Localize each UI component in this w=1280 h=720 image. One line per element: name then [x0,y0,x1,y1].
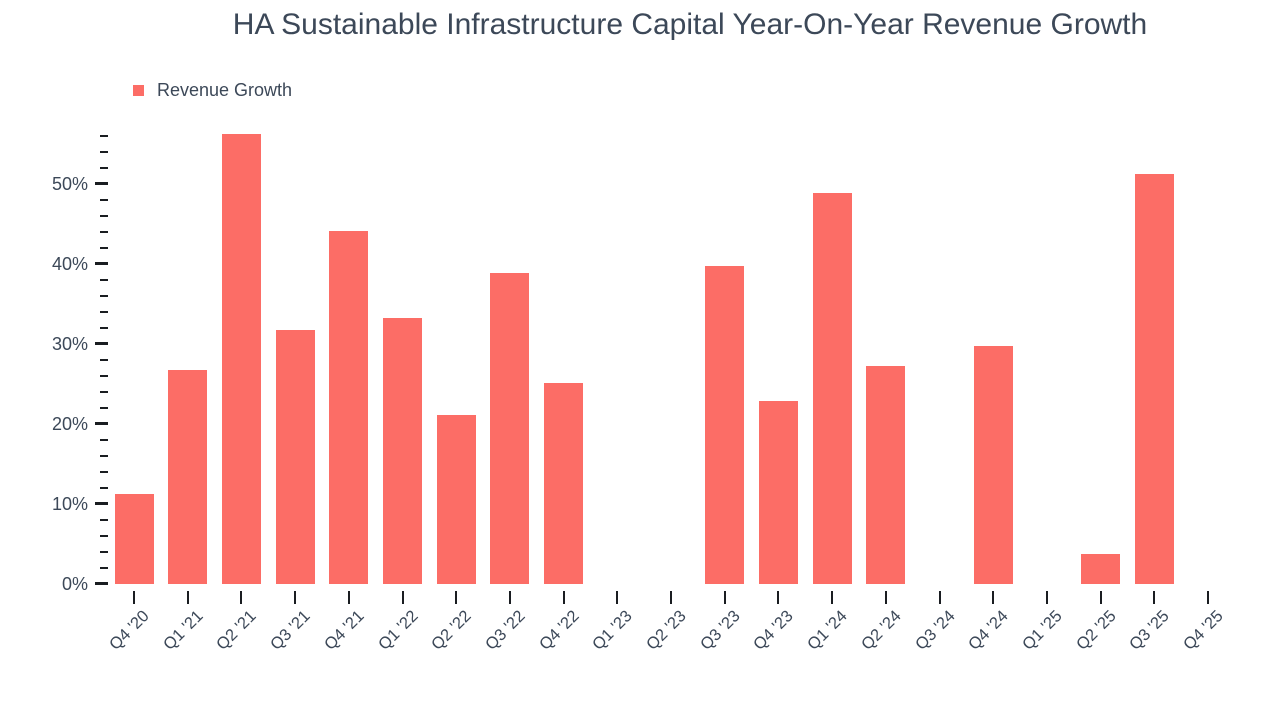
bar-q3-22[interactable] [490,273,529,584]
x-axis-tick [187,591,189,604]
x-axis-label: Q3 '24 [911,607,959,654]
x-axis-tick [294,591,296,604]
y-axis-tick [95,342,108,345]
y-axis-tick [100,391,108,393]
y-axis-tick [95,422,108,425]
y-axis-tick [100,487,108,489]
bar-q1-21[interactable] [168,370,207,584]
y-axis-tick [100,215,108,217]
y-axis-tick [100,519,108,521]
legend-item-revenue-growth[interactable]: Revenue Growth [133,80,292,101]
x-axis-tick [1046,591,1048,604]
y-axis-tick [100,327,108,329]
x-axis-tick [992,591,994,604]
bar-q4-20[interactable] [115,494,154,584]
x-axis-label: Q3 '25 [1125,607,1173,654]
bar-q4-22[interactable] [544,383,583,584]
x-axis-tick [133,591,135,604]
x-axis-label: Q1 '23 [588,607,636,654]
y-axis-label: 40% [51,254,88,274]
x-axis-tick [402,591,404,604]
x-axis-tick [455,591,457,604]
y-axis-label: 30% [51,334,88,354]
x-axis-tick [348,591,350,604]
y-axis-tick [95,582,108,585]
y-axis-tick [100,535,108,537]
x-axis-tick [939,591,941,604]
x-axis-label: Q4 '20 [105,607,153,654]
x-axis-label: Q2 '22 [427,607,475,654]
bar-q1-24[interactable] [813,193,852,584]
x-axis-label: Q3 '21 [266,607,314,654]
y-axis-tick [100,311,108,313]
x-axis-label: Q3 '23 [696,607,744,654]
bar-q2-21[interactable] [222,134,261,584]
x-axis-label: Q4 '21 [320,607,368,654]
y-axis-tick [95,502,108,505]
x-axis-tick [1100,591,1102,604]
y-axis-tick [100,455,108,457]
x-axis-label: Q2 '24 [857,607,905,654]
x-axis-label: Q3 '22 [481,607,529,654]
y-axis-tick [100,279,108,281]
x-axis-tick [831,591,833,604]
x-axis-tick [509,591,511,604]
bar-q4-23[interactable] [759,401,798,584]
x-axis-label: Q4 '25 [1179,607,1227,654]
x-axis-label: Q1 '21 [159,607,207,654]
x-axis-tick [777,591,779,604]
y-axis-tick [100,375,108,377]
x-axis-tick [885,591,887,604]
bar-q3-21[interactable] [276,330,315,584]
bar-q4-21[interactable] [329,231,368,584]
x-axis-label: Q2 '21 [212,607,260,654]
y-axis-tick [100,471,108,473]
y-axis-tick [100,359,108,361]
x-axis-tick [1153,591,1155,604]
y-axis-tick [100,439,108,441]
y-axis-tick [100,151,108,153]
bar-q2-24[interactable] [866,366,905,584]
x-axis-label: Q1 '25 [1018,607,1066,654]
bar-q2-25[interactable] [1081,554,1120,584]
x-axis-label: Q1 '24 [803,607,851,654]
chart-title: HA Sustainable Infrastructure Capital Ye… [232,8,1148,41]
legend-marker-icon [133,85,144,96]
x-axis-tick [616,591,618,604]
y-axis-label: 10% [51,494,88,514]
x-axis-label: Q2 '23 [642,607,690,654]
x-axis-tick [563,591,565,604]
bar-q3-23[interactable] [705,266,744,584]
y-axis-label: 0% [61,574,88,594]
y-axis-tick [95,262,108,265]
y-axis-tick [100,247,108,249]
y-axis-label: 50% [51,174,88,194]
y-axis-tick [95,182,108,185]
x-axis-tick [240,591,242,604]
y-axis-tick [100,231,108,233]
y-axis-tick [100,567,108,569]
y-axis-tick [100,295,108,297]
x-axis-label: Q4 '24 [964,607,1012,654]
y-axis-tick [100,135,108,137]
bar-q2-22[interactable] [437,415,476,584]
y-axis-tick [100,167,108,169]
y-axis-tick [100,551,108,553]
x-axis-label: Q4 '22 [535,607,583,654]
y-axis-tick [100,199,108,201]
y-axis-tick [100,407,108,409]
bar-q3-25[interactable] [1135,174,1174,584]
bar-q1-22[interactable] [383,318,422,584]
x-axis-label: Q1 '22 [374,607,422,654]
x-axis-label: Q2 '25 [1072,607,1120,654]
x-axis-label: Q4 '23 [749,607,797,654]
x-axis-tick [1207,591,1209,604]
x-axis-tick [670,591,672,604]
x-axis-tick [724,591,726,604]
bar-q4-24[interactable] [974,346,1013,584]
y-axis-label: 20% [51,414,88,434]
legend-label: Revenue Growth [157,80,293,100]
